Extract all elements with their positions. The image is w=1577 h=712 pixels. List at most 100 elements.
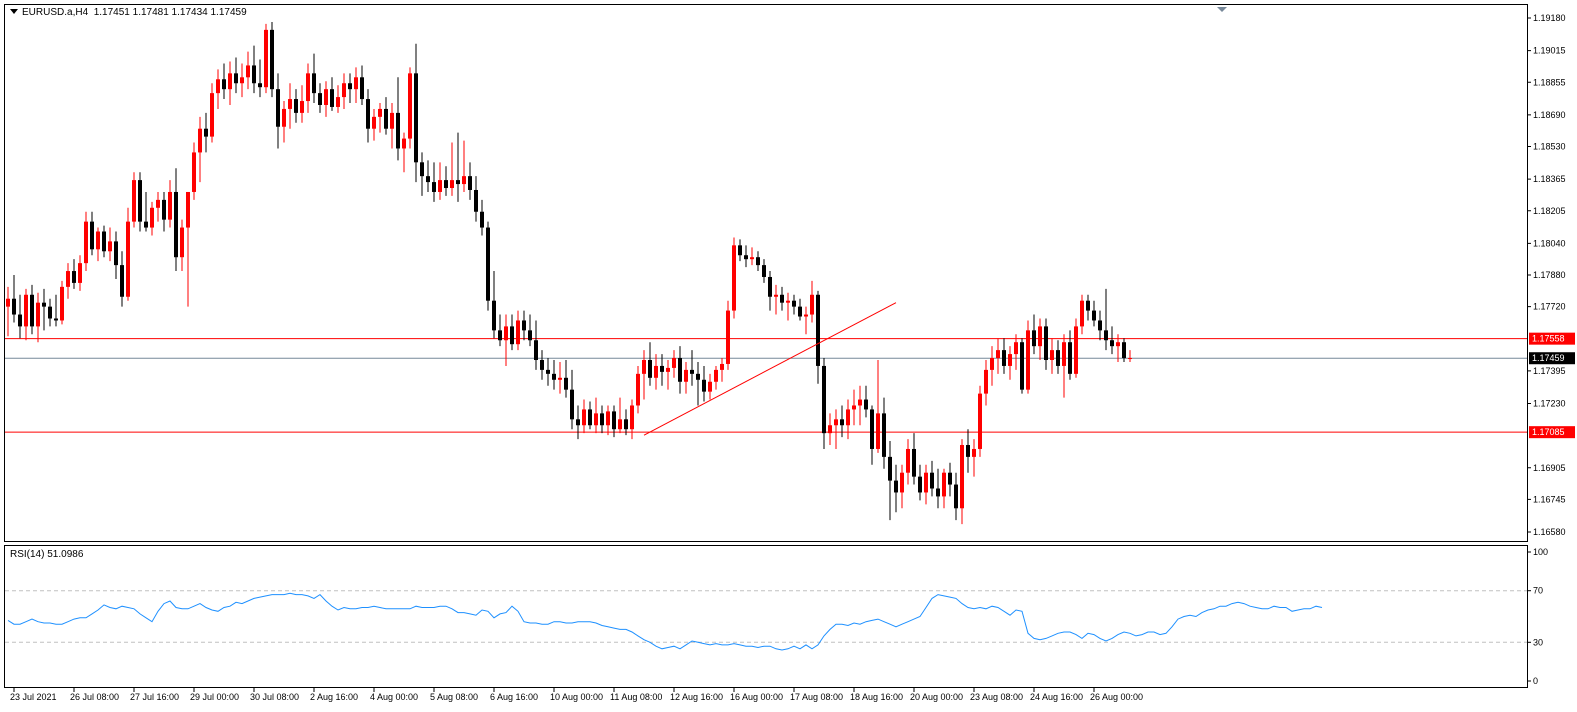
bear-candle xyxy=(918,476,922,493)
price-tick-label: 1.16580 xyxy=(1533,527,1566,537)
bull-candle xyxy=(378,108,382,117)
price-tag-label: 1.17085 xyxy=(1532,427,1565,437)
bull-candle xyxy=(1128,358,1132,360)
bear-candle xyxy=(570,389,574,420)
collapse-triangle-icon[interactable] xyxy=(10,9,18,14)
bear-candle xyxy=(576,419,580,426)
candles xyxy=(6,21,1132,525)
bull-candle xyxy=(558,377,562,380)
bull-candle xyxy=(810,294,814,315)
bull-candle xyxy=(732,245,736,311)
price-tick-label: 1.18040 xyxy=(1533,238,1566,248)
bear-candle xyxy=(702,379,706,392)
bull-candle xyxy=(372,116,376,129)
trendline-layer xyxy=(643,302,897,436)
bear-candle xyxy=(294,99,298,113)
bear-candle xyxy=(696,373,700,380)
bull-candle xyxy=(852,405,856,410)
bear-candle xyxy=(528,330,532,341)
bear-candle xyxy=(234,73,238,84)
bear-candle xyxy=(912,448,916,477)
bear-candle xyxy=(270,29,274,90)
bear-candle xyxy=(174,191,178,258)
price-tag-label: 1.17459 xyxy=(1532,353,1565,363)
bull-candle xyxy=(582,409,586,426)
bear-candle xyxy=(870,409,874,449)
time-tick-label: 4 Aug 00:00 xyxy=(370,692,418,702)
bear-candle xyxy=(456,180,460,185)
bull-candle xyxy=(1008,354,1012,366)
bull-candle xyxy=(630,405,634,430)
bear-candle xyxy=(534,340,538,361)
bear-candle xyxy=(624,419,628,430)
bull-candle xyxy=(282,108,286,127)
bear-candle xyxy=(348,83,352,90)
price-tick-label: 1.18205 xyxy=(1533,206,1566,216)
chart-shift-marker[interactable] xyxy=(1217,7,1227,12)
bull-candle xyxy=(1116,342,1120,347)
time-tick-label: 29 Jul 00:00 xyxy=(190,692,239,702)
bear-candle xyxy=(42,302,46,307)
bull-candle xyxy=(342,83,346,98)
bull-candle xyxy=(642,360,646,374)
bull-candle xyxy=(78,263,82,283)
bull-candle xyxy=(288,99,292,109)
bear-candle xyxy=(114,241,118,266)
rsi-layer xyxy=(5,590,1527,651)
bear-candle xyxy=(384,108,388,129)
bull-candle xyxy=(132,180,136,222)
price-tick-label: 1.17230 xyxy=(1533,399,1566,409)
bull-candle xyxy=(36,302,40,327)
rsi-panel-frame xyxy=(4,545,1528,688)
bull-candle xyxy=(636,373,640,406)
bear-candle xyxy=(792,300,796,307)
bull-candle xyxy=(66,271,70,287)
bull-candle xyxy=(1074,326,1078,374)
time-tick-label: 16 Aug 00:00 xyxy=(730,692,783,702)
bull-candle xyxy=(300,101,304,113)
bull-candle xyxy=(306,73,310,102)
price-tick-label: 1.17880 xyxy=(1533,270,1566,280)
time-tick-label: 5 Aug 08:00 xyxy=(430,692,478,702)
bear-candle xyxy=(330,89,334,107)
bear-candle xyxy=(1098,320,1102,331)
bear-candle xyxy=(1044,326,1048,361)
bull-candle xyxy=(774,294,778,297)
bull-candle xyxy=(462,176,466,185)
time-tick-label: 26 Aug 00:00 xyxy=(1090,692,1143,702)
bear-candle xyxy=(12,298,16,315)
bear-candle xyxy=(540,360,544,370)
bear-candle xyxy=(360,77,364,100)
bear-candle xyxy=(522,320,526,331)
bull-candle xyxy=(390,112,394,129)
price-panel-frame xyxy=(4,4,1528,542)
bull-candle xyxy=(858,399,862,406)
bull-candle xyxy=(1038,326,1042,347)
bear-candle xyxy=(432,182,436,192)
time-tick-label: 12 Aug 16:00 xyxy=(670,692,723,702)
bull-candle xyxy=(990,358,994,370)
bear-candle xyxy=(510,326,514,345)
bull-candle xyxy=(618,419,622,430)
bear-candle xyxy=(600,413,604,426)
bull-candle xyxy=(984,369,988,394)
bear-candle xyxy=(366,99,370,129)
bull-candle xyxy=(126,221,130,297)
time-tick-label: 18 Aug 16:00 xyxy=(850,692,903,702)
bull-candle xyxy=(876,413,880,449)
bear-candle xyxy=(486,227,490,301)
bear-candle xyxy=(1020,342,1024,390)
bear-candle xyxy=(1122,342,1126,359)
bull-candle xyxy=(408,73,412,139)
bear-candle xyxy=(444,180,448,189)
rsi-header: RSI(14) 51.0986 xyxy=(10,549,83,560)
bear-candle xyxy=(144,221,148,228)
bull-candle xyxy=(594,413,598,426)
rsi-line xyxy=(7,592,1323,651)
bull-candle xyxy=(438,180,442,192)
bear-candle xyxy=(18,314,22,327)
time-tick-label: 11 Aug 08:00 xyxy=(610,692,662,702)
bear-candle xyxy=(588,409,592,426)
bear-candle xyxy=(1002,350,1006,366)
